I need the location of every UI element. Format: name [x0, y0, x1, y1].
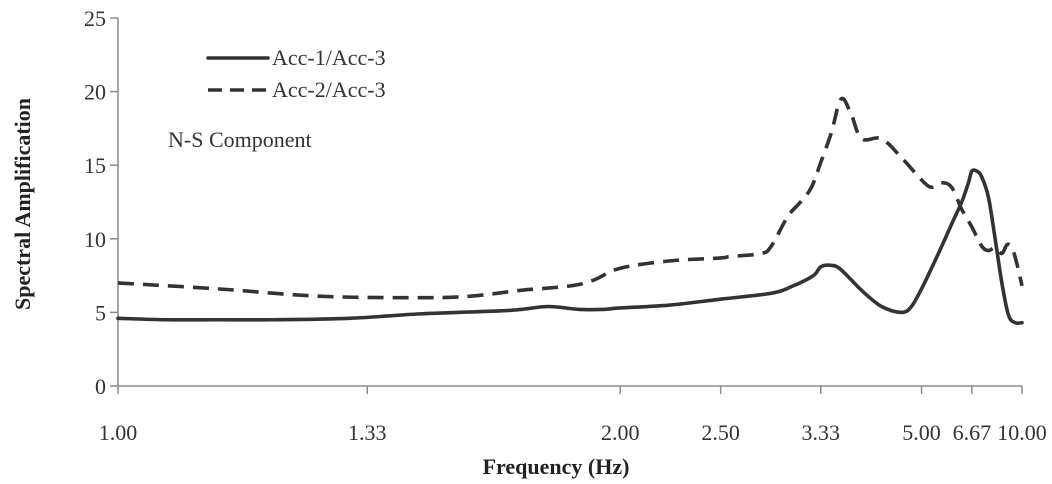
y-tick-label: 0	[95, 374, 106, 399]
axes	[117, 18, 1022, 387]
y-tick-label: 20	[84, 80, 106, 105]
x-ticks: 1.00 1.33 2.00 2.50 3.33 5.00 6.67 10.00	[99, 386, 1047, 445]
series-line-acc2-acc3	[117, 96, 1024, 300]
legend: Acc-1/Acc-3 Acc-2/Acc-3	[206, 45, 386, 102]
x-axis-title: Frequency (Hz)	[483, 454, 630, 479]
component-annotation: N-S Component	[168, 127, 312, 152]
x-tick-label: 2.50	[701, 420, 740, 445]
y-axis-title: Spectral Amplification	[10, 98, 35, 310]
y-tick-label: 25	[84, 6, 106, 31]
x-tick-label: 3.33	[802, 420, 841, 445]
x-tick-label: 1.33	[348, 420, 387, 445]
x-tick-label: 2.00	[601, 420, 640, 445]
series-layer	[116, 96, 1024, 326]
x-tick-label: 10.00	[997, 420, 1047, 445]
y-ticks: 0 5 10 15 20 25	[84, 6, 118, 399]
x-tick-label: 5.00	[902, 420, 941, 445]
y-tick-label: 5	[95, 300, 106, 325]
legend-label-acc2-acc3: Acc-2/Acc-3	[272, 77, 386, 102]
legend-label-acc1-acc3: Acc-1/Acc-3	[272, 45, 386, 70]
x-tick-label: 6.67	[953, 420, 992, 445]
y-tick-label: 15	[84, 153, 106, 178]
series-line-acc1-acc3	[116, 168, 1024, 326]
y-tick-label: 10	[84, 227, 106, 252]
x-tick-label: 1.00	[99, 420, 138, 445]
